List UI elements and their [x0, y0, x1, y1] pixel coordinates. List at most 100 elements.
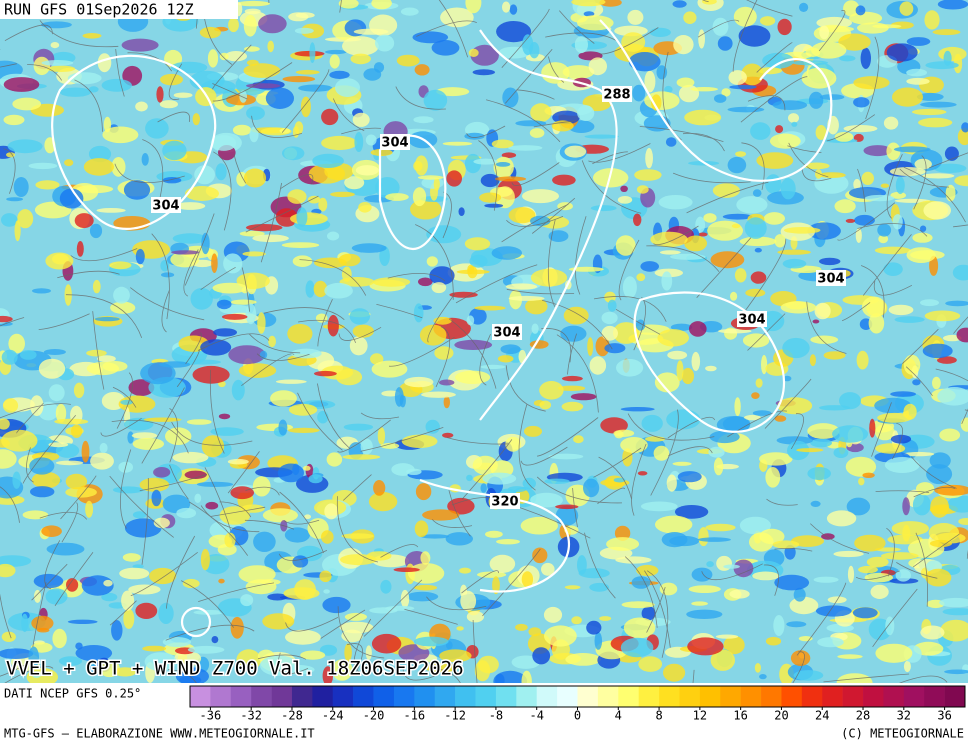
- field-blob: [868, 313, 885, 334]
- field-blob: [614, 525, 631, 541]
- field-blob: [31, 671, 42, 678]
- field-blob: [245, 303, 257, 325]
- field-blob: [793, 587, 806, 602]
- field-blob: [431, 40, 460, 56]
- field-blob: [352, 324, 374, 338]
- color-swatch: [271, 686, 293, 707]
- field-blob: [666, 409, 701, 430]
- field-blob: [456, 626, 464, 631]
- colorbar-tick-label: -4: [529, 709, 543, 723]
- field-blob: [394, 387, 404, 407]
- color-swatch: [414, 686, 436, 707]
- field-blob: [342, 36, 379, 56]
- streamline: [245, 486, 280, 496]
- field-blob: [645, 148, 653, 169]
- field-blob: [127, 431, 134, 444]
- field-blob: [765, 174, 782, 194]
- field-blob: [695, 216, 706, 233]
- field-blob: [365, 134, 377, 146]
- field-blob: [298, 84, 333, 92]
- field-blob: [930, 496, 949, 518]
- field-blob: [170, 251, 200, 268]
- field-blob: [729, 589, 750, 599]
- field-blob: [644, 70, 656, 93]
- field-blob: [109, 261, 132, 270]
- field-blob: [815, 605, 852, 617]
- streamline: [195, 0, 199, 29]
- field-blob: [172, 451, 209, 464]
- color-swatch: [577, 686, 599, 707]
- field-blob: [368, 492, 398, 512]
- field-blob: [891, 521, 929, 536]
- field-blob: [140, 362, 176, 385]
- field-blob: [838, 33, 871, 51]
- field-blob: [799, 2, 809, 12]
- streamline: [184, 213, 215, 286]
- field-blob: [529, 128, 545, 138]
- field-blob: [14, 220, 21, 242]
- field-blob: [380, 442, 400, 449]
- field-blob: [67, 619, 98, 624]
- streamline: [896, 562, 938, 579]
- field-blob: [331, 659, 353, 681]
- field-blob: [75, 642, 83, 650]
- field-blob: [288, 12, 309, 22]
- field-blob: [268, 335, 276, 348]
- streamline: [258, 654, 307, 660]
- field-blob: [656, 65, 668, 80]
- field-blob: [826, 510, 857, 527]
- streamline: [404, 608, 458, 625]
- field-blob: [750, 271, 767, 284]
- streamline: [646, 570, 669, 658]
- field-blob: [497, 355, 514, 363]
- streamline: [646, 245, 720, 273]
- streamline: [531, 197, 576, 234]
- field-blob: [522, 34, 534, 56]
- field-blob: [754, 663, 762, 673]
- field-blob: [290, 348, 322, 359]
- streamline: [702, 0, 709, 3]
- streamline: [696, 237, 752, 298]
- field-blob: [832, 425, 869, 443]
- streamline: [482, 548, 541, 617]
- field-blob: [175, 202, 206, 210]
- field-blob: [352, 112, 370, 127]
- field-blob: [539, 400, 552, 410]
- field-blob: [924, 10, 940, 30]
- streamline: [548, 56, 565, 83]
- field-blob: [954, 175, 968, 187]
- field-blob: [615, 235, 636, 256]
- field-blob: [449, 291, 478, 298]
- field-blob: [641, 414, 663, 432]
- field-blob: [906, 77, 930, 85]
- field-blob: [200, 548, 210, 571]
- field-blob: [849, 11, 883, 25]
- field-blob: [303, 465, 311, 471]
- field-blob: [275, 208, 298, 227]
- streamline: [915, 532, 928, 607]
- color-swatch: [679, 686, 701, 707]
- field-blob: [145, 118, 169, 139]
- streamline: [213, 151, 232, 231]
- streamline: [65, 294, 143, 339]
- field-blob: [544, 478, 570, 484]
- field-blob: [119, 567, 150, 580]
- field-blob: [139, 477, 170, 492]
- field-blob: [495, 186, 515, 209]
- streamline: [402, 667, 436, 681]
- field-blob: [458, 207, 465, 217]
- streamline: [506, 288, 575, 295]
- field-blob: [932, 376, 941, 390]
- field-blob: [665, 137, 677, 147]
- field-blob: [205, 501, 219, 510]
- field-blob: [658, 195, 693, 210]
- field-blob: [906, 37, 931, 46]
- field-blob: [484, 203, 504, 208]
- contour-line: [419, 478, 571, 593]
- streamline: [682, 133, 725, 152]
- field-blob: [83, 158, 114, 176]
- field-blob: [756, 152, 794, 169]
- streamline: [183, 249, 199, 297]
- field-blob: [344, 612, 367, 621]
- field-blob: [71, 424, 83, 438]
